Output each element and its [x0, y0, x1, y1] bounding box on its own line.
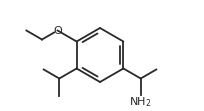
Text: NH$_2$: NH$_2$ — [129, 95, 152, 109]
Text: O: O — [53, 26, 62, 36]
